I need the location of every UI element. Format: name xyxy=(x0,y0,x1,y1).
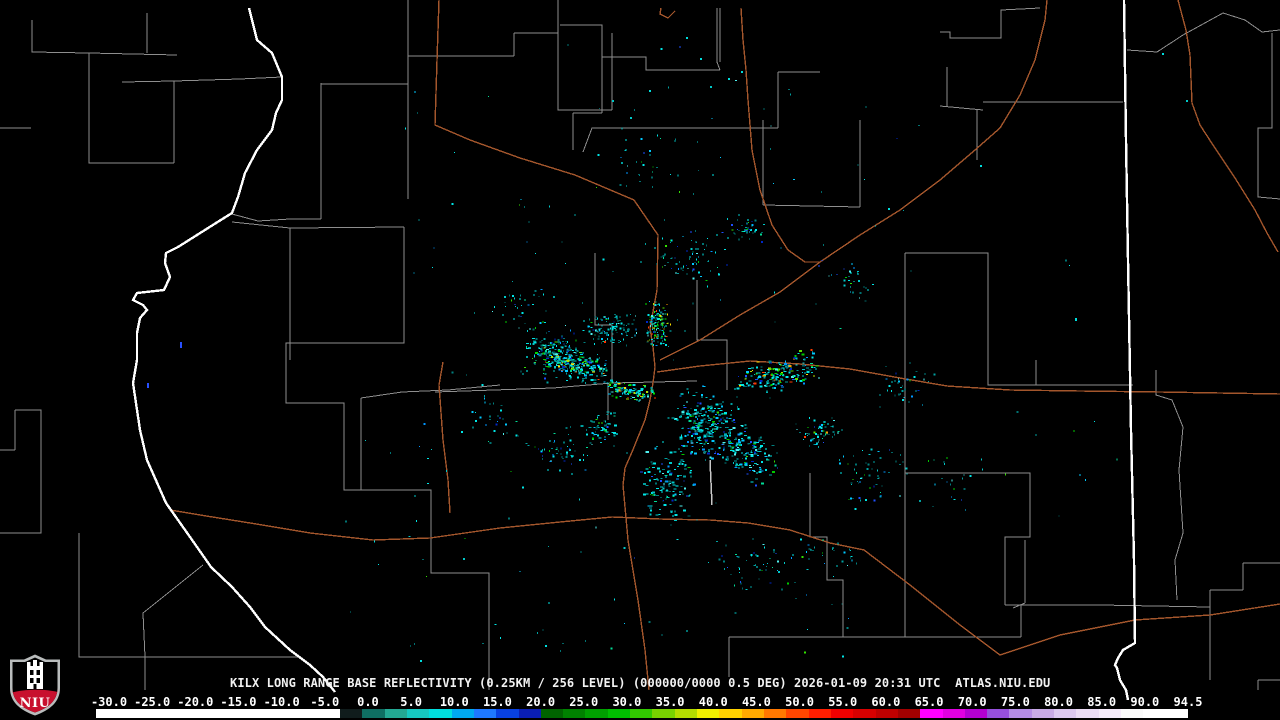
colorbar-segment xyxy=(451,709,475,718)
colorbar-segment xyxy=(786,709,810,718)
colorbar-segment xyxy=(585,709,609,718)
colorbar-label: 75.0 xyxy=(1000,695,1030,709)
colorbar-label: -10.0 xyxy=(263,695,300,709)
colorbar-label: 15.0 xyxy=(482,695,512,709)
niu-castle-icon xyxy=(27,660,43,689)
colorbar-segment xyxy=(563,709,586,718)
colorbar-label: 45.0 xyxy=(741,695,771,709)
colorbar-label: 25.0 xyxy=(569,695,599,709)
highways-layer xyxy=(169,0,1280,691)
colorbar-segment xyxy=(1076,709,1100,718)
colorbar-segment xyxy=(741,709,765,718)
colorbar-segment xyxy=(674,709,698,718)
colorbar-label: 70.0 xyxy=(957,695,987,709)
colorbar-segment xyxy=(1098,709,1122,718)
colorbar-segment xyxy=(340,709,363,718)
colorbar-label: 20.0 xyxy=(526,695,556,709)
colorbar-segment xyxy=(1121,709,1144,718)
colorbar-segment xyxy=(496,709,520,718)
niu-shield-red-band xyxy=(12,688,58,713)
colorbar-label: 30.0 xyxy=(612,695,642,709)
colorbar-segment xyxy=(808,709,832,718)
colorbar-segment xyxy=(830,709,854,718)
colorbar-label: 5.0 xyxy=(400,695,422,709)
colorbar-label: 35.0 xyxy=(655,695,685,709)
colorbar-segment xyxy=(362,709,386,718)
colorbar-label: -15.0 xyxy=(220,695,257,709)
colorbar-segment xyxy=(652,709,676,718)
colorbar-segment xyxy=(697,709,720,718)
reflectivity-echoes-layer xyxy=(147,37,1188,662)
colorbar-segment xyxy=(473,709,497,718)
colorbar-label: 55.0 xyxy=(828,695,858,709)
colorbar-label: -20.0 xyxy=(177,695,214,709)
colorbar-label: 94.5 xyxy=(1173,695,1203,709)
colorbar-label: 60.0 xyxy=(871,695,901,709)
county-boundaries-layer xyxy=(0,0,1280,690)
colorbar-segment xyxy=(1031,709,1055,718)
colorbar-label: 80.0 xyxy=(1044,695,1073,709)
colorbar-segment xyxy=(719,709,743,718)
colorbar-segment xyxy=(384,709,408,718)
colorbar-segment xyxy=(853,709,877,718)
colorbar-label: 90.0 xyxy=(1130,695,1160,709)
colorbar-label: 0.0 xyxy=(357,695,379,709)
light-roads-layer xyxy=(709,459,713,506)
colorbar-segment xyxy=(875,709,899,718)
colorbar-segment xyxy=(630,709,653,718)
colorbar-label: -30.0 xyxy=(90,695,128,709)
colorbar-label: 65.0 xyxy=(914,695,944,709)
product-title: KILX LONG RANGE BASE REFLECTIVITY (0.25K… xyxy=(230,676,1051,690)
colorbar-label: 50.0 xyxy=(785,695,814,709)
colorbar-segment xyxy=(1165,709,1189,718)
colorbar-segment xyxy=(1143,709,1167,718)
colorbar-segment xyxy=(1009,709,1033,718)
niu-logo-text: NIU xyxy=(20,696,51,711)
colorbar-segment xyxy=(987,709,1010,718)
colorbar-segment xyxy=(942,709,966,718)
colorbar-segment xyxy=(920,709,944,718)
colorbar-label: 10.0 xyxy=(439,695,469,709)
colorbar-segment xyxy=(518,709,542,718)
colorbar-label: -5.0 xyxy=(310,695,340,709)
colorbar-segment xyxy=(1054,709,1077,718)
colorbar-segment xyxy=(764,709,787,718)
colorbar-label: -25.0 xyxy=(134,695,171,709)
colorbar-below-zero-segment xyxy=(96,709,340,718)
colorbar-label: 85.0 xyxy=(1087,695,1117,709)
colorbar-segment xyxy=(540,709,564,718)
colorbar-segment xyxy=(964,709,988,718)
colorbar-segment xyxy=(607,709,631,718)
colorbar-label: 40.0 xyxy=(698,695,728,709)
state-borders-layer xyxy=(131,0,1137,701)
colorbar-segment xyxy=(429,709,453,718)
colorbar-segment xyxy=(897,709,921,718)
colorbar-segment xyxy=(406,709,430,718)
niu-logo: NIU xyxy=(10,654,60,716)
